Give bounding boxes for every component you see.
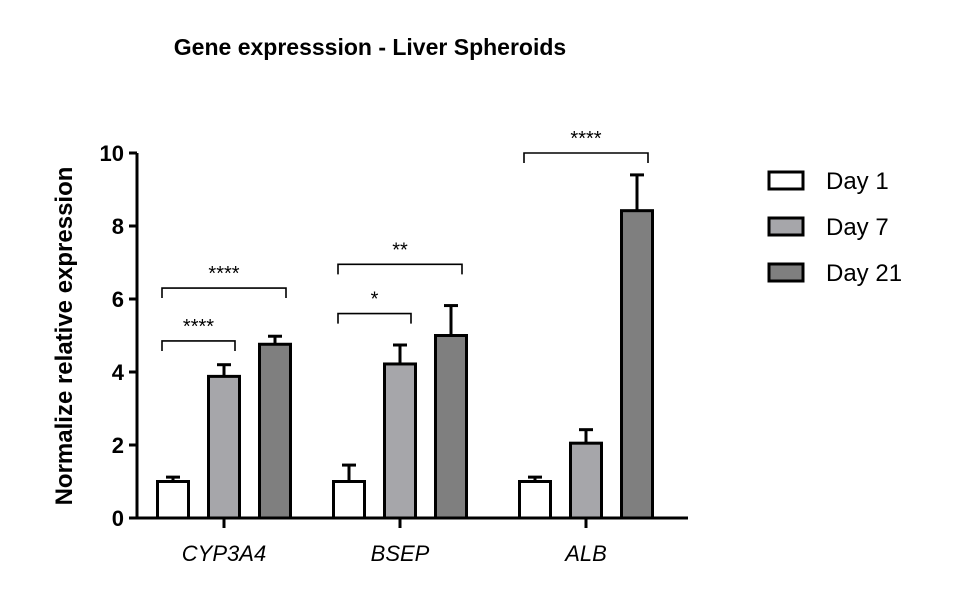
y-tick-label: 10	[100, 141, 124, 166]
bar	[620, 209, 654, 520]
bar	[434, 334, 468, 520]
significance-bracket	[337, 312, 412, 324]
y-tick-label: 2	[112, 433, 124, 458]
significance-bracket	[161, 340, 236, 351]
x-tick-label: BSEP	[371, 541, 430, 566]
bar	[156, 480, 190, 520]
y-axis-label: Normalize relative expression	[51, 167, 78, 506]
y-tick-label: 8	[112, 214, 124, 239]
bar	[569, 441, 603, 520]
legend-label: Day 7	[826, 214, 889, 241]
legend-swatch	[767, 262, 805, 283]
significance-bracket	[523, 152, 649, 163]
bar	[207, 374, 241, 520]
significance-bracket	[161, 287, 287, 299]
y-tick-label: 0	[112, 506, 124, 531]
significance-label: **	[392, 239, 408, 261]
legend-label: Day 1	[826, 168, 889, 195]
bar	[383, 362, 417, 520]
x-tick-label: CYP3A4	[182, 541, 266, 566]
chart-title: Gene expresssion - Liver Spheroids	[174, 34, 566, 60]
significance-label: ****	[570, 128, 601, 150]
bar	[258, 342, 292, 520]
significance-label: *	[371, 289, 379, 311]
significance-label: ****	[208, 263, 239, 285]
significance-label: ****	[183, 316, 214, 338]
y-tick-label: 6	[112, 287, 124, 312]
legend-label: Day 21	[826, 260, 902, 287]
legend-swatch	[767, 170, 805, 191]
y-tick-label: 4	[112, 360, 125, 385]
bar	[332, 480, 366, 520]
significance-bracket	[337, 263, 463, 275]
x-tick-label: ALB	[563, 541, 607, 566]
legend: Day 1 Day 7 Day 21	[767, 168, 902, 287]
legend-swatch	[767, 216, 805, 237]
bar	[518, 480, 552, 520]
